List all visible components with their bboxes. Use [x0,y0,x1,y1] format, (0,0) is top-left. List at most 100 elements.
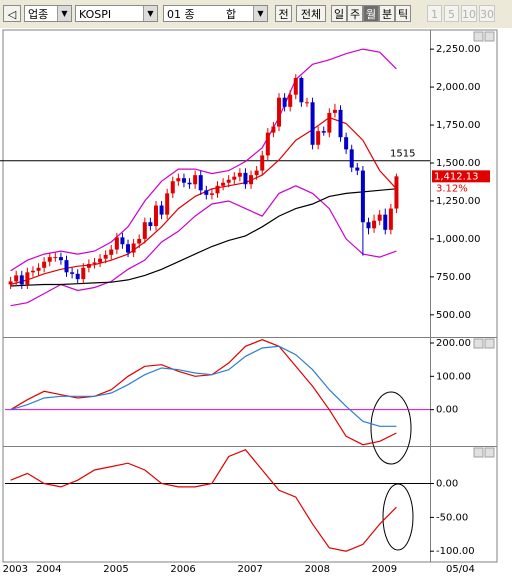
series-line [10,448,397,552]
y-tick-label: 200.00 [436,338,471,349]
candle-body [170,181,175,194]
candle-body [372,220,377,229]
y-tick-label: 500.00 [436,310,471,321]
candle-body [327,112,332,133]
candle-body [47,257,52,262]
candle-body [338,109,343,138]
candle-body [148,222,153,227]
candle-body [25,272,30,285]
candle-body [187,182,192,185]
candle-body [142,222,147,239]
candle-body [92,262,97,264]
overlay-line [10,48,397,272]
candle-body [215,185,220,194]
y-tick-label: 0.00 [436,405,458,416]
annotation-ellipse [370,391,412,465]
x-tick-label: 2004 [36,564,61,575]
candle-body [355,167,360,171]
candle-body [265,132,270,156]
market-select[interactable]: 업종 ▼ [24,5,72,22]
nav-button[interactable]: ◁ [3,5,21,22]
candle-body [58,257,63,261]
candle-body [254,170,259,176]
sector-select[interactable]: 01 종 합 ▼ [163,5,268,22]
panel-button[interactable] [473,31,484,42]
period-button[interactable]: 주 [347,5,363,22]
x-tick-label: 2009 [372,564,397,575]
x-tick-label: 2003 [3,564,28,575]
series-line [10,339,397,446]
y-tick-label: 1,250.00 [436,196,481,207]
frame [2,29,498,563]
reference-label: 1515 [390,149,415,160]
index-text: KOSPI [79,8,112,21]
price-label: 1,412.13 [434,171,479,182]
button[interactable]: 전체 [296,5,326,22]
candle-body [271,126,276,133]
candle-body [14,275,19,282]
y-tick-label: 2,000.00 [436,82,481,93]
period-button[interactable]: 일 [331,5,347,22]
panel-button[interactable] [484,31,495,42]
candle-body [360,170,365,223]
candle-body [120,237,125,245]
candle-body [344,137,349,150]
period-button[interactable]: 틱 [395,5,411,22]
candle-body [165,193,170,215]
candle-body [19,275,24,285]
candle-body [176,178,181,182]
candle-body [243,172,248,185]
interval-button[interactable]: 30 [479,5,495,22]
panel-button[interactable] [484,338,495,349]
interval-button[interactable]: 10 [461,5,477,22]
market-text: 업종 [28,8,49,21]
candle-body [53,257,58,259]
y-tick-label: 1,750.00 [436,120,481,131]
x-tick-label: 2007 [237,564,262,575]
button[interactable]: 전 [275,5,292,22]
price-box [432,170,490,183]
interval-button[interactable]: 5 [444,5,459,22]
candle-body [388,208,393,230]
candle-body [103,254,108,259]
sector-code: 01 종 [167,8,195,21]
overlay-line [10,188,397,287]
candle-body [394,176,399,209]
period-button[interactable]: 분 [379,5,395,22]
candle-body [288,94,293,107]
panel-button[interactable] [473,447,484,458]
period-button[interactable]: 월 [363,5,379,22]
candle-body [198,175,203,191]
y-tick-label: -50.00 [436,512,468,523]
panel-button[interactable] [473,338,484,349]
index-select[interactable]: KOSPI ▼ [75,5,158,22]
candle-body [153,205,158,227]
candle-body [86,263,91,268]
panel-buttons [473,31,495,458]
series-line [10,345,397,427]
candle-body [204,190,209,195]
candle-body [321,131,326,133]
candle-body [377,214,382,221]
candle-body [159,205,164,215]
candle-body [36,267,41,271]
overlay-line [10,185,397,307]
panel-button[interactable] [484,447,495,458]
y-tick-label: -100.00 [436,546,475,557]
candle-body [8,281,13,285]
candle-body [181,178,186,183]
sector-name: 합 [226,8,237,21]
candle-body [249,175,254,185]
y-tick-label: 0.00 [436,479,458,490]
x-tick-label: 2008 [305,564,330,575]
candle-body [81,267,86,280]
candle-body [226,179,231,183]
interval-button[interactable]: 1 [427,5,442,22]
candle-body [98,258,103,263]
candle-body [304,102,309,104]
candle-body [277,97,282,127]
toolbar: ◁ 업종 ▼ KOSPI ▼ 01 종 합 ▼ 전 전체 일 주 월 분 틱 1 5 1… [0,0,512,28]
candle-body [282,97,287,107]
y-tick-label: 750.00 [436,272,471,283]
